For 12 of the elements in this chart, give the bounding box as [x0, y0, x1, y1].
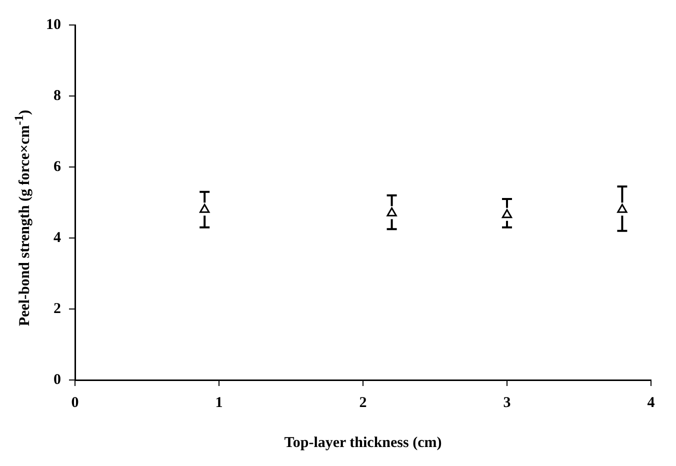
- x-tick-label: 1: [215, 394, 223, 411]
- x-tick-label: 0: [71, 394, 79, 411]
- x-tick-label: 3: [503, 394, 511, 411]
- y-tick-label: 8: [54, 88, 61, 104]
- y-tick-label: 6: [54, 158, 62, 175]
- y-tick-label: 2: [54, 300, 61, 317]
- x-tick-label: 2: [359, 394, 367, 411]
- y-tick-label: 0: [54, 372, 61, 388]
- y-tick-label: 4: [54, 230, 62, 246]
- x-tick-label: 4: [647, 394, 656, 411]
- y-tick-label: 10: [46, 16, 61, 33]
- x-axis-title: Top-layer thickness (cm): [284, 434, 442, 451]
